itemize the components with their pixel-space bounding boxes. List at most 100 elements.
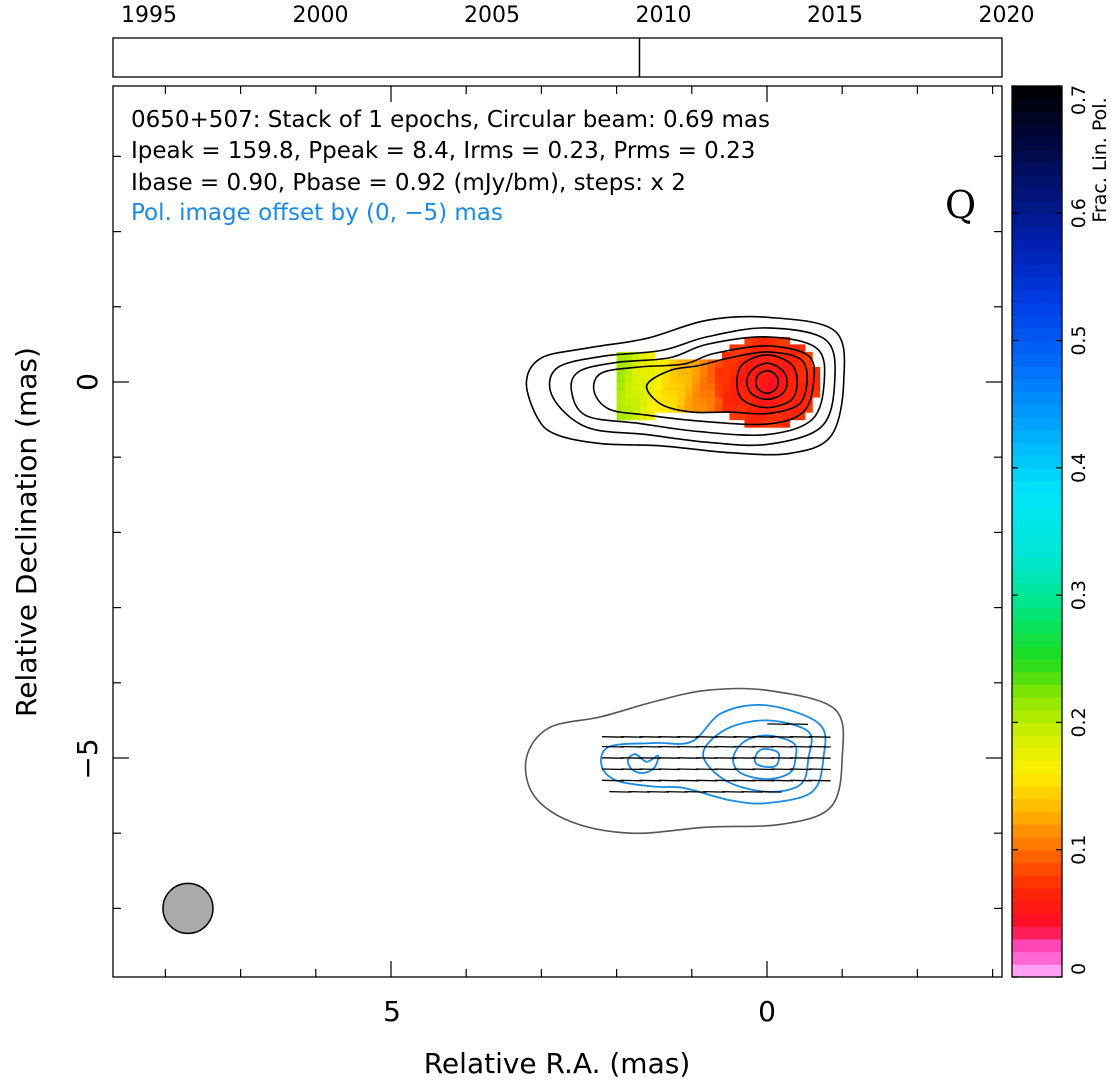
frac-pol-pixel <box>616 359 625 368</box>
frac-pol-pixel <box>744 367 753 376</box>
colorbar-band <box>1012 111 1062 125</box>
evpa-vector <box>658 779 681 782</box>
frac-pol-pixel <box>721 367 730 376</box>
frac-pol-pixel <box>661 404 670 413</box>
frac-pol-pixel <box>676 397 685 406</box>
frac-pol-pixel <box>767 412 776 421</box>
frac-pol-pixel <box>646 359 655 368</box>
evpa-vector <box>658 768 681 771</box>
evpa-vector <box>695 779 718 782</box>
frac-pol-pixel <box>782 351 791 360</box>
frac-pol-pixel <box>804 404 813 413</box>
frac-pol-pixel <box>721 404 730 413</box>
evpa-vector <box>786 723 809 726</box>
colorbar-bands <box>1012 86 1062 978</box>
frac-pol-pixel <box>744 344 753 353</box>
frac-pol-pixel <box>669 382 678 391</box>
frac-pol-pixel <box>744 389 753 398</box>
evpa-vector <box>789 768 812 771</box>
frac-pol-pixel <box>639 389 648 398</box>
ti-contour-level-128 <box>754 369 780 395</box>
frac-pol-pixel <box>759 382 768 391</box>
pi-contour-4 <box>626 753 660 774</box>
colorbar-band <box>1012 836 1062 851</box>
frac-pol-pixel <box>789 382 798 391</box>
frac-pol-pixel <box>797 404 806 413</box>
frac-pol-pixel <box>774 404 783 413</box>
frac-pol-pixel <box>646 382 655 391</box>
evpa-vector <box>695 736 718 738</box>
frac-pol-pixel <box>714 382 723 391</box>
evpa-vector <box>752 745 775 748</box>
evpa-vector <box>714 779 737 782</box>
frac-pol-pixel <box>797 359 806 368</box>
frac-pol-pixel <box>744 412 753 421</box>
colorbar-band <box>1012 786 1062 800</box>
evpa-vector <box>620 736 643 738</box>
evpa-vector <box>620 779 643 782</box>
ti-contour-level-32 <box>736 354 798 409</box>
colorbar-band <box>1012 735 1062 749</box>
frac-pol-pixel <box>782 359 791 368</box>
timeline-year-2005: 2005 <box>464 3 520 28</box>
evpa-vector <box>601 745 624 748</box>
frac-pol-pixel <box>624 404 633 413</box>
frac-pol-pixel <box>744 397 753 406</box>
evpa-vector <box>677 768 700 771</box>
frac-pol-pixel <box>759 374 768 383</box>
frac-pol-pixel <box>706 367 715 376</box>
colorbar-band <box>1012 416 1062 431</box>
timeline-labels: 1995 2000 2005 2010 2015 2020 <box>121 3 1035 28</box>
frac-pol-pixel <box>782 367 791 376</box>
colorbar-band <box>1012 633 1062 647</box>
annotation-line-4: Pol. image offset by (0, −5) mas <box>131 200 503 226</box>
evpa-vector <box>771 779 794 782</box>
frac-pol-pixel <box>616 367 625 376</box>
colorbar-tick-label: 0 <box>1068 963 1090 975</box>
frac-pol-pixel <box>782 397 791 406</box>
frac-pol-pixel <box>631 389 640 398</box>
frac-pol-pixel <box>669 397 678 406</box>
evpa-vector <box>752 736 775 738</box>
frac-pol-pixel <box>639 397 648 406</box>
frac-pol-pixel <box>797 374 806 383</box>
timeline-year-2020: 2020 <box>979 3 1035 28</box>
frac-pol-pixel <box>631 382 640 391</box>
frac-pol-pixel <box>759 397 768 406</box>
frac-pol-pixel <box>752 404 761 413</box>
pi-contour-0 <box>600 704 827 805</box>
frac-pol-pixel <box>714 397 723 406</box>
colorbar-frame <box>1011 85 1063 978</box>
frac-pol-pixel <box>669 389 678 398</box>
evpa-vector <box>658 736 681 738</box>
evpa-vector <box>677 779 700 782</box>
frac-pol-pixel <box>804 389 813 398</box>
colorbar-band <box>1012 264 1062 278</box>
frac-pol-pixel <box>654 397 663 406</box>
frac-pol-pixel <box>789 344 798 353</box>
frac-pol-pixel <box>774 367 783 376</box>
frac-pol-pixel <box>804 359 813 368</box>
colorbar-band <box>1012 951 1062 965</box>
colorbar-band <box>1012 226 1062 240</box>
frac-pol-pixel <box>812 389 821 398</box>
frac-pol-pixel <box>631 404 640 413</box>
colorbar-band <box>1012 620 1062 634</box>
frac-pol-pixel <box>691 397 700 406</box>
ti-contour-level-1 <box>525 315 846 456</box>
evpa-vector <box>639 768 662 771</box>
colorbar-band <box>1012 455 1062 469</box>
frac-pol-pixel <box>804 382 813 391</box>
frac-pol-pixel <box>684 397 693 406</box>
colorbar-band <box>1012 518 1062 533</box>
frac-pol-pixel <box>706 374 715 383</box>
frac-pol-pixel <box>736 359 745 368</box>
frac-pol-pixel <box>729 404 738 413</box>
frac-pol-pixel <box>767 382 776 391</box>
frac-pol-pixel <box>691 382 700 391</box>
plot-background <box>113 86 1002 977</box>
frac-pol-pixel <box>714 359 723 368</box>
evpa-vector <box>620 768 643 771</box>
colorbar-band <box>1012 607 1062 622</box>
frac-pol-pixel <box>631 374 640 383</box>
